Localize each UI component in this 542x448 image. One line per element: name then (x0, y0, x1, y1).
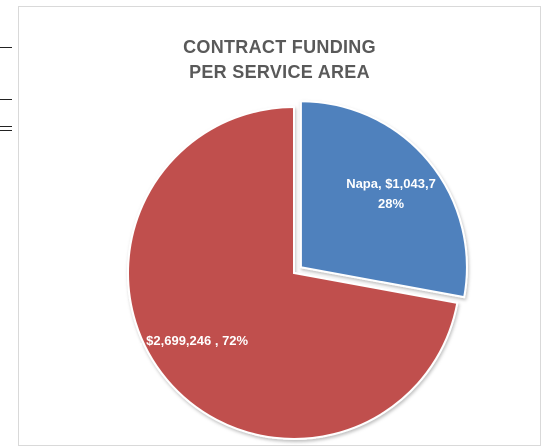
data-label-1-line-2: 28% (378, 196, 404, 211)
pie-slice-napa (299, 100, 468, 299)
document-rule-4 (0, 130, 12, 131)
pie-slice-slice-2 (127, 105, 459, 440)
document-rule-1 (0, 47, 12, 48)
chart-title: CONTRACT FUNDING PER SERVICE AREA (19, 35, 540, 85)
chart-title-line-2: PER SERVICE AREA (189, 62, 370, 82)
chart-container: CONTRACT FUNDING PER SERVICE AREA Napa, … (18, 6, 541, 446)
chart-title-line-1: CONTRACT FUNDING (183, 37, 376, 57)
data-label-1-line-1: Napa, $1,043,7 (346, 176, 436, 191)
document-rule-2 (0, 99, 12, 100)
document-rule-3 (0, 126, 12, 127)
pie-chart: Napa, $1,043,7 28% o, $2,699,246 , 72% (127, 100, 468, 440)
data-label-2-line-1: o, $2,699,246 , 72% (131, 333, 249, 348)
